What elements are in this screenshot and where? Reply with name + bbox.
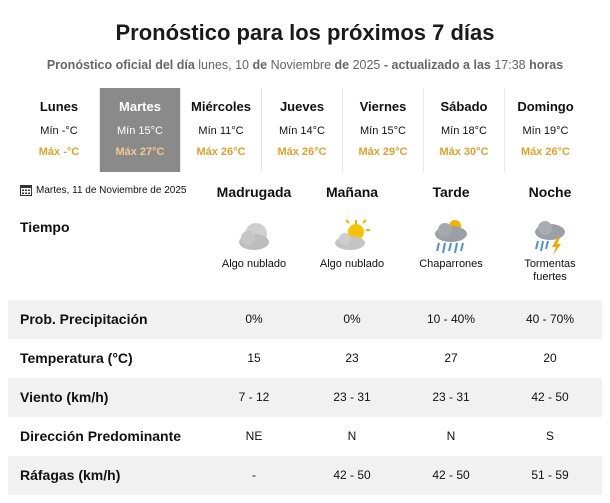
icon-cloud-night: [239, 223, 269, 250]
day-min: Mín 15°C: [360, 125, 406, 137]
day-max: Máx -°C: [38, 146, 80, 158]
row-value: N: [446, 429, 456, 443]
day-tab[interactable]: Jueves Mín 14°C Máx 26°C: [262, 88, 343, 172]
row-value: 20: [543, 351, 557, 365]
day-name: Sábado: [440, 99, 488, 114]
subtitle-part: Pronóstico oficial del día: [46, 58, 195, 72]
forecast-row: Dirección Predominante NE N N S: [8, 417, 602, 456]
row-value: 40 - 70%: [525, 312, 575, 326]
subtitle-part: Noviembre: [270, 58, 332, 72]
date-text: Martes, 11 de Noviembre de 2025: [36, 184, 187, 196]
row-value: 42 - 50: [333, 468, 371, 482]
day-min: Mín -°C: [40, 125, 78, 137]
day-tab[interactable]: Martes Mín 15°C Máx 27°C: [100, 88, 181, 172]
day-min: Mín 11°C: [198, 125, 244, 137]
day-max: Máx 26°C: [196, 146, 246, 158]
row-label: Viento (km/h): [20, 389, 109, 405]
forecast-row: Temperatura (°C) 15 23 27 20: [8, 339, 602, 378]
day-name: Miércoles: [191, 99, 251, 114]
row-value: 23 - 31: [432, 390, 470, 404]
day-min: Mín 18°C: [441, 125, 487, 137]
row-value: 42 - 50: [531, 390, 569, 404]
row-value: 7 - 12: [238, 390, 270, 404]
day-max: Máx 26°C: [520, 146, 571, 158]
period-condition: Chaparrones: [419, 258, 483, 270]
day-min: Mín 19°C: [522, 125, 569, 137]
icon-storm: [535, 221, 565, 255]
row-value: 23: [345, 351, 359, 365]
subtitle-part: lunes, 10: [198, 58, 250, 72]
day-tab[interactable]: Miércoles Mín 11°C Máx 26°C: [181, 88, 262, 172]
row-label: Temperatura (°C): [20, 350, 133, 366]
day-name: Viernes: [359, 99, 407, 114]
row-value: 10 - 40%: [426, 312, 476, 326]
row-label: Ráfagas (km/h): [20, 467, 121, 483]
forecast-date: Martes, 11 de Noviembre de 2025: [20, 184, 186, 196]
row-value: -: [252, 468, 256, 482]
day-max: Máx 29°C: [358, 146, 408, 158]
row-value: 15: [247, 351, 261, 365]
calendar-icon: [20, 185, 32, 196]
subtitle-part: de: [334, 58, 350, 72]
day-name: Martes: [119, 99, 161, 114]
row-value: 27: [444, 351, 458, 365]
subtitle: Pronóstico oficial del día lunes, 10 de …: [0, 58, 610, 72]
period-name: Noche: [528, 184, 572, 200]
period-name: Madrugada: [216, 184, 292, 200]
day-tab[interactable]: Lunes Mín -°C Máx -°C: [19, 88, 100, 172]
row-value: 0%: [343, 312, 361, 326]
forecast-row: Prob. Precipitación 0% 0% 10 - 40% 40 - 70%: [8, 300, 602, 339]
day-min: Mín 15°C: [117, 125, 163, 137]
row-label: Dirección Predominante: [20, 428, 182, 444]
period-condition: Algo nublado: [221, 258, 287, 270]
subtitle-part: - actualizado a las: [383, 58, 491, 72]
icon-sun-cloud: [335, 219, 370, 250]
icon-showers: [435, 220, 467, 254]
day-tab[interactable]: Viernes Mín 15°C Máx 29°C: [343, 88, 424, 172]
row-value: 51 - 59: [531, 468, 569, 482]
subtitle-part: 2025: [352, 58, 381, 72]
subtitle-part: de: [252, 58, 268, 72]
row-value: 23 - 31: [333, 390, 371, 404]
row-value: N: [347, 429, 357, 443]
day-max: Máx 27°C: [115, 146, 165, 158]
row-value: S: [545, 429, 554, 443]
subtitle-part: horas: [529, 58, 564, 72]
period-condition: Tormentas fuertes: [524, 258, 576, 283]
subtitle-part: 17:38: [494, 58, 526, 72]
row-value: 42 - 50: [432, 468, 470, 482]
day-min: Mín 14°C: [279, 125, 325, 137]
day-max: Máx 30°C: [439, 146, 489, 158]
period-condition: Algo nublado: [319, 258, 385, 270]
day-tab[interactable]: Sábado Mín 18°C Máx 30°C: [424, 88, 505, 172]
day-tab[interactable]: Domingo Mín 19°C Máx 26°C: [505, 88, 586, 172]
day-max: Máx 26°C: [277, 146, 327, 158]
period-name: Mañana: [325, 184, 379, 200]
day-name: Lunes: [39, 99, 79, 114]
title: Pronóstico para los próximos 7 días: [115, 20, 495, 45]
row-value: 0%: [245, 312, 263, 326]
period-name: Tarde: [432, 184, 470, 200]
day-name: Domingo: [517, 99, 574, 114]
forecast-row: Viento (km/h) 7 - 12 23 - 31 23 - 31 42 - 50: [8, 378, 602, 417]
row-value: NE: [245, 429, 263, 443]
row-label: Prob. Precipitación: [20, 311, 148, 327]
weather-label: Tiempo: [20, 219, 70, 235]
forecast-row: Ráfagas (km/h) - 42 - 50 42 - 50 51 - 59: [8, 456, 602, 495]
day-name: Jueves: [279, 99, 325, 114]
